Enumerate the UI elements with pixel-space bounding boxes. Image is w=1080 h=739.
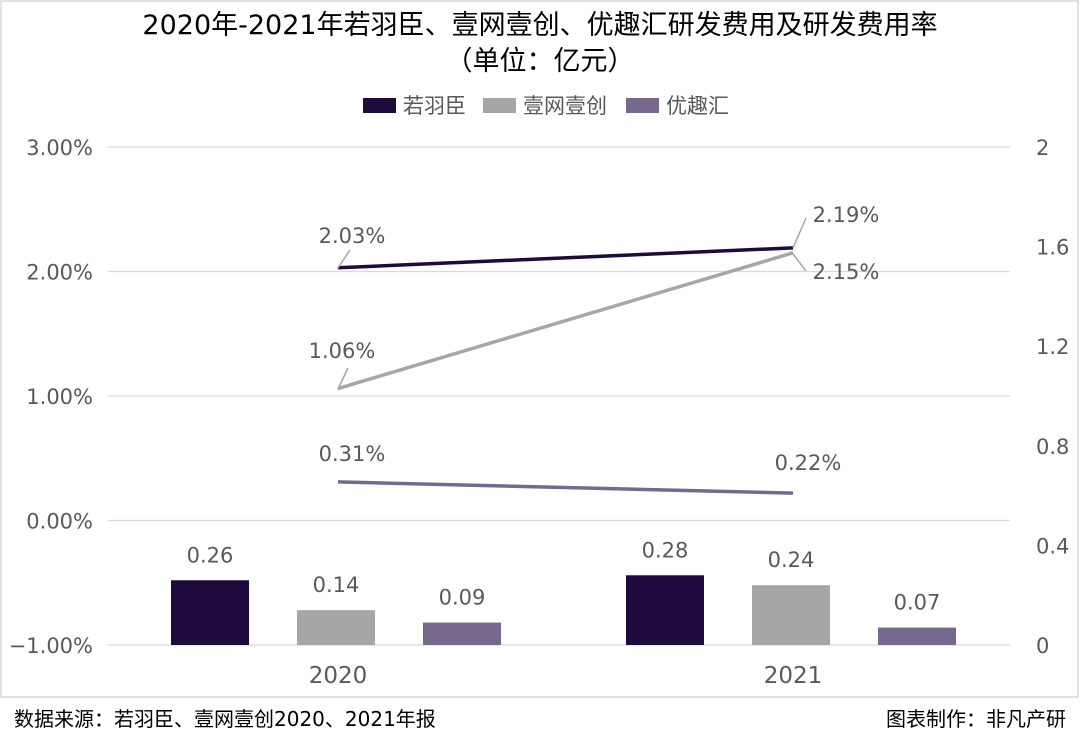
bar-value-label: 0.09 [439, 586, 486, 610]
axis-ticks: 3.00% 2.00% 1.00% 0.00% −1.00% 2 1.6 1.2 0.8 0.4 0 [9, 136, 1070, 658]
left-tick-label: 1.00% [26, 385, 93, 409]
left-tick-label: −1.00% [9, 634, 93, 658]
legend-label: 优趣汇 [666, 94, 729, 118]
legend-label: 若羽臣 [403, 94, 466, 118]
right-tick-label: 1.6 [1036, 236, 1069, 260]
right-tick-label: 0.4 [1036, 534, 1069, 558]
rate-line [337, 251, 794, 391]
rate-line [337, 246, 794, 270]
bar-value-label: 0.07 [894, 591, 941, 615]
category-labels: 2020 2021 [309, 663, 823, 689]
leader-line [792, 217, 807, 249]
bar-value-label: 0.26 [187, 543, 234, 567]
bar [752, 585, 830, 645]
right-tick-label: 0.8 [1036, 435, 1069, 459]
source-note: 数据来源：若羽臣、壹网壹创2020、2021年报 [14, 707, 436, 731]
bars: 0.26 0.14 0.09 0.28 0.24 0.07 [171, 538, 956, 645]
left-tick-label: 2.00% [26, 261, 93, 285]
rate-value-label: 2.15% [813, 260, 880, 284]
legend-swatch [626, 98, 659, 113]
bar [423, 622, 501, 645]
bar [878, 627, 956, 645]
legend-swatch [363, 98, 396, 113]
rate-value-label: 0.22% [775, 451, 842, 475]
chart-subtitle: （单位：亿元） [446, 46, 635, 77]
category-label: 2020 [309, 663, 368, 689]
gridlines [108, 146, 1010, 646]
leader-line [337, 249, 351, 269]
bar [297, 610, 375, 645]
rate-value-label: 1.06% [309, 339, 376, 363]
rate-value-label: 2.19% [813, 203, 880, 227]
legend-label: 壹网壹创 [523, 94, 607, 118]
left-tick-label: 0.00% [26, 510, 93, 534]
rate-value-label: 2.03% [319, 224, 386, 248]
credit-note: 图表制作：非凡产研 [886, 707, 1066, 731]
right-tick-label: 2 [1036, 136, 1049, 160]
rate-lines: 2.03% 2.19% 1.06% 2.15% 0.31% 0.22% [309, 203, 880, 495]
bar-value-label: 0.28 [642, 538, 689, 562]
rate-value-label: 0.31% [319, 442, 386, 466]
bar-value-label: 0.14 [313, 573, 360, 597]
rate-line [337, 480, 794, 495]
left-tick-label: 3.00% [26, 136, 93, 160]
bar [171, 580, 249, 645]
right-tick-label: 0 [1036, 634, 1049, 658]
legend: 若羽臣 壹网壹创 优趣汇 [363, 94, 729, 118]
chart-title: 2020年-2021年若羽臣、壹网壹创、优趣汇研发费用及研发费用率 [142, 10, 937, 41]
bar-value-label: 0.24 [768, 548, 815, 572]
right-tick-label: 1.2 [1036, 335, 1069, 359]
category-label: 2021 [764, 663, 823, 689]
legend-swatch [483, 98, 516, 113]
leader-line [792, 253, 807, 272]
bar [626, 575, 704, 645]
leader-line [337, 367, 349, 390]
